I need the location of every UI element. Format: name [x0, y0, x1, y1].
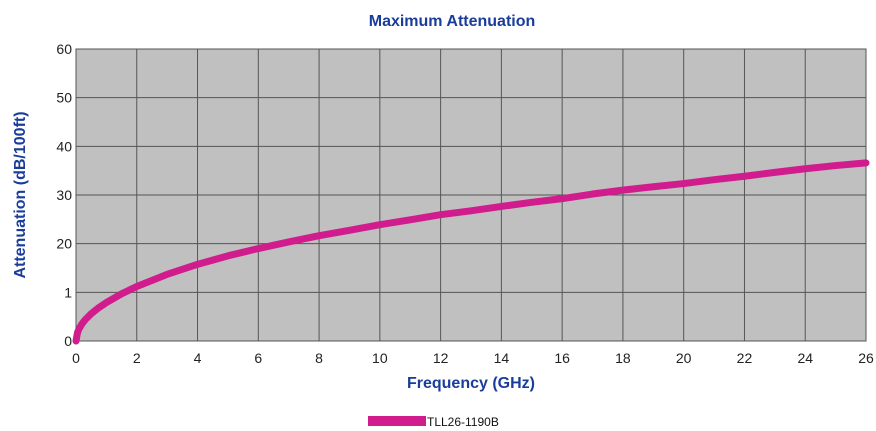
- x-tick-label: 8: [315, 350, 323, 366]
- y-axis-ticks: 0 1 20 30 40 50 60: [56, 41, 72, 349]
- x-tick-label: 2: [133, 350, 141, 366]
- y-tick-label: 20: [56, 236, 72, 252]
- legend: TLL26-1190B: [368, 415, 499, 429]
- y-tick-label: 1: [64, 284, 72, 300]
- y-tick-label: 40: [56, 138, 72, 154]
- chart-title: Maximum Attenuation: [369, 13, 536, 30]
- legend-label: TLL26-1190B: [427, 415, 499, 429]
- x-tick-label: 0: [72, 350, 80, 366]
- legend-swatch: [368, 416, 426, 426]
- x-tick-label: 14: [494, 350, 510, 366]
- x-tick-label: 18: [615, 350, 631, 366]
- y-tick-label: 0: [64, 333, 72, 349]
- x-tick-label: 12: [433, 350, 449, 366]
- grid-lines: [76, 49, 866, 341]
- y-axis-label: Attenuation (dB/100ft): [12, 111, 29, 278]
- x-tick-label: 6: [254, 350, 262, 366]
- x-tick-label: 22: [737, 350, 753, 366]
- x-tick-label: 20: [676, 350, 692, 366]
- x-axis-label: Frequency (GHz): [407, 375, 535, 392]
- x-tick-label: 26: [858, 350, 874, 366]
- y-tick-label: 30: [56, 187, 72, 203]
- series-line: [72, 159, 870, 345]
- y-tick-label: 50: [56, 90, 72, 106]
- x-tick-label: 16: [554, 350, 570, 366]
- x-tick-label: 10: [372, 350, 388, 366]
- y-tick-label: 60: [56, 41, 72, 57]
- x-tick-label: 4: [194, 350, 202, 366]
- x-axis-ticks: 0 2 4 6 8 10 12 14 16 18 20 22 24 26: [72, 350, 874, 366]
- x-tick-label: 24: [797, 350, 813, 366]
